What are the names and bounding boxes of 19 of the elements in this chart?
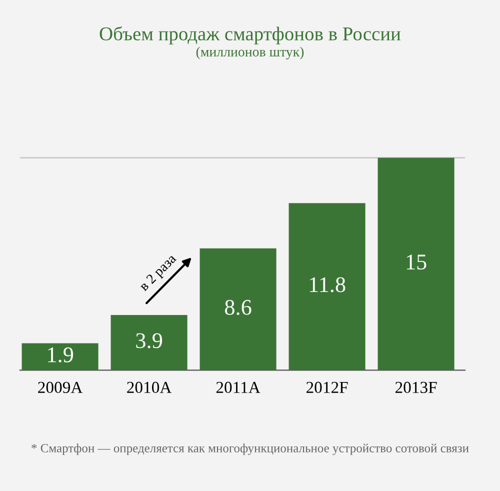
bar	[378, 158, 454, 370]
x-tick-label: 2009A	[38, 382, 83, 394]
bar	[110, 314, 188, 370]
data-label: 8.6	[225, 300, 252, 315]
bar	[288, 203, 366, 370]
chart-subtitle: (миллионов штук)	[196, 46, 304, 60]
annotation: в 2 раза	[138, 253, 179, 294]
data-label: 3.9	[136, 333, 162, 348]
x-tick-label: 2012F	[306, 382, 348, 394]
chart-title: Объем продаж смартфонов в России	[100, 26, 401, 44]
data-label: 15	[406, 254, 426, 270]
text: * Смартфон — определяется как многофункциональное устройство сотовой связи	[32, 444, 469, 455]
bar	[22, 343, 98, 370]
x-tick-label: 2010A	[127, 382, 172, 394]
x-tick-label: 2011A	[216, 382, 260, 394]
data-label: 11.8	[310, 277, 346, 292]
x-tick-label: 2013F	[395, 382, 437, 394]
bar	[200, 248, 276, 370]
data-label: 1.9	[48, 347, 74, 362]
